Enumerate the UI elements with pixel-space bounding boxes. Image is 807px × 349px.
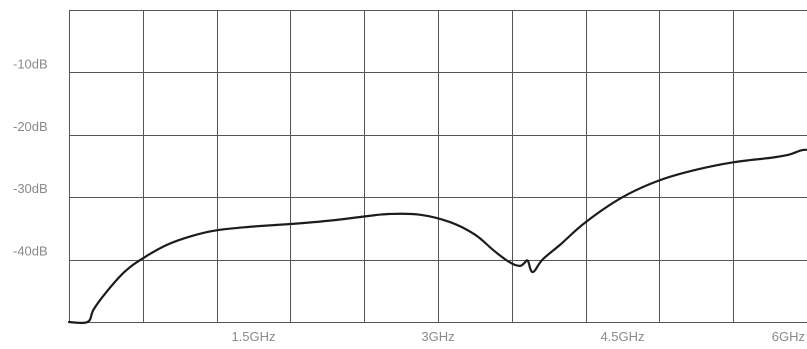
x-tick-label: 6GHz [772, 329, 805, 344]
x-tick-label: 3GHz [421, 329, 454, 344]
grid [69, 10, 807, 323]
y-tick-label: -10dB [13, 56, 48, 71]
y-tick-label: -40dB [13, 244, 48, 259]
series-layer [67, 148, 807, 325]
y-tick-label: -20dB [13, 119, 48, 134]
tick-labels: -10dB -20dB -30dB -40dB 1.5GHz 3GHz 4.5GHz 6GHz [13, 56, 805, 344]
x-tick-label: 1.5GHz [231, 329, 275, 344]
series-line [67, 148, 807, 325]
y-tick-label: -30dB [13, 181, 48, 196]
x-tick-label: 4.5GHz [600, 329, 644, 344]
